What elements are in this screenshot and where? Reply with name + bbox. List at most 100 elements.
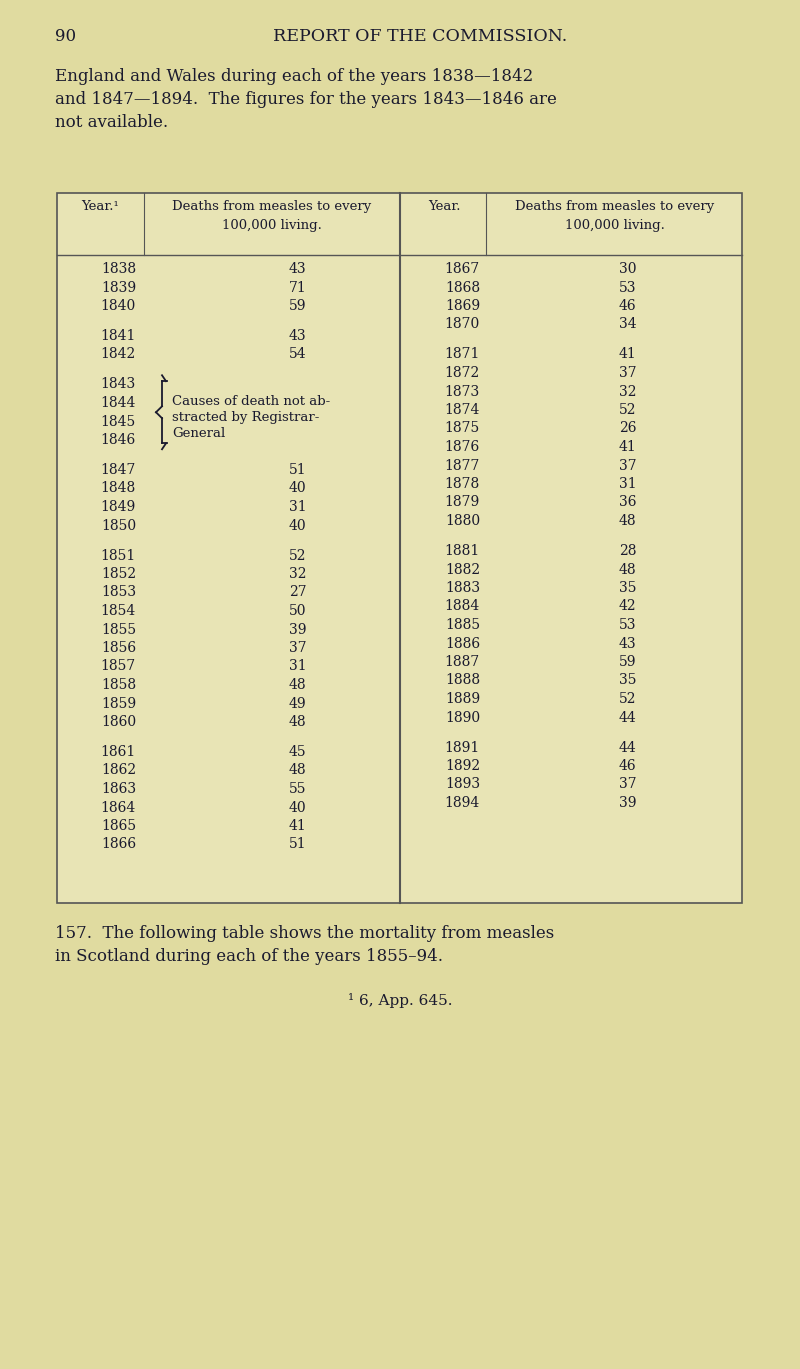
Text: 36: 36 — [619, 496, 637, 509]
Text: 1841: 1841 — [101, 329, 136, 344]
Text: 48: 48 — [289, 678, 306, 691]
Text: England and Wales during each of the years 1838—1842: England and Wales during each of the yea… — [55, 68, 534, 85]
Text: 1845: 1845 — [101, 415, 136, 428]
Text: 43: 43 — [289, 329, 306, 344]
Text: 1890: 1890 — [445, 711, 480, 724]
Text: 43: 43 — [289, 261, 306, 277]
Text: 31: 31 — [289, 660, 306, 674]
Text: 1881: 1881 — [445, 543, 480, 559]
Text: 1866: 1866 — [101, 838, 136, 852]
Text: 59: 59 — [619, 654, 637, 669]
Text: 49: 49 — [289, 697, 306, 711]
Text: 53: 53 — [619, 281, 637, 294]
Text: 1865: 1865 — [101, 819, 136, 832]
Text: 41: 41 — [619, 439, 637, 455]
Text: 1870: 1870 — [445, 318, 480, 331]
Text: 28: 28 — [619, 543, 637, 559]
Text: 1867: 1867 — [445, 261, 480, 277]
Text: 37: 37 — [289, 641, 306, 654]
Text: 1882: 1882 — [445, 563, 480, 576]
Text: 27: 27 — [289, 586, 306, 600]
Text: 40: 40 — [289, 519, 306, 533]
Text: 1862: 1862 — [101, 764, 136, 778]
Text: 42: 42 — [619, 600, 637, 613]
Text: 1855: 1855 — [101, 623, 136, 637]
Bar — [57, 193, 742, 904]
Text: 35: 35 — [619, 580, 637, 596]
Text: 1884: 1884 — [445, 600, 480, 613]
Text: 51: 51 — [289, 838, 306, 852]
Text: 44: 44 — [619, 711, 637, 724]
Text: 1863: 1863 — [101, 782, 136, 795]
Text: and 1847—1894.  The figures for the years 1843—1846 are: and 1847—1894. The figures for the years… — [55, 90, 557, 108]
Text: 1858: 1858 — [101, 678, 136, 691]
Text: 1848: 1848 — [101, 482, 136, 496]
Text: 1844: 1844 — [101, 396, 136, 409]
Text: 1889: 1889 — [445, 691, 480, 706]
Text: 1872: 1872 — [445, 366, 480, 381]
Text: Year.: Year. — [428, 200, 460, 214]
Text: 1852: 1852 — [101, 567, 136, 580]
Text: 1861: 1861 — [101, 745, 136, 758]
Text: 1879: 1879 — [445, 496, 480, 509]
Text: 1850: 1850 — [101, 519, 136, 533]
Text: 1873: 1873 — [445, 385, 480, 398]
Text: 1887: 1887 — [445, 654, 480, 669]
Text: 34: 34 — [619, 318, 637, 331]
Text: 1869: 1869 — [445, 298, 480, 314]
Text: Deaths from measles to every
100,000 living.: Deaths from measles to every 100,000 liv… — [172, 200, 372, 231]
Text: 1874: 1874 — [445, 402, 480, 418]
Text: ¹ 6, App. 645.: ¹ 6, App. 645. — [348, 993, 452, 1008]
Text: 37: 37 — [619, 778, 637, 791]
Text: Year.¹: Year.¹ — [82, 200, 119, 214]
Text: Causes of death not ab-: Causes of death not ab- — [172, 396, 330, 408]
Text: 37: 37 — [619, 366, 637, 381]
Text: 51: 51 — [289, 463, 306, 476]
Text: 26: 26 — [619, 422, 637, 435]
Text: General: General — [172, 427, 226, 441]
Text: 90: 90 — [55, 27, 76, 45]
Text: 1840: 1840 — [101, 298, 136, 314]
Text: 1854: 1854 — [101, 604, 136, 617]
Text: 52: 52 — [619, 691, 637, 706]
Text: 54: 54 — [289, 348, 306, 361]
Text: 48: 48 — [619, 513, 637, 528]
Text: 59: 59 — [289, 298, 306, 314]
Text: 1880: 1880 — [445, 513, 480, 528]
Text: stracted by Registrar-: stracted by Registrar- — [172, 411, 319, 424]
Text: not available.: not available. — [55, 114, 168, 131]
Text: 1868: 1868 — [445, 281, 480, 294]
Text: 45: 45 — [289, 745, 306, 758]
Text: 40: 40 — [289, 482, 306, 496]
Text: 30: 30 — [619, 261, 637, 277]
Text: 1888: 1888 — [445, 674, 480, 687]
Text: 1875: 1875 — [445, 422, 480, 435]
Text: 1877: 1877 — [445, 459, 480, 472]
Text: 1853: 1853 — [101, 586, 136, 600]
Text: 37: 37 — [619, 459, 637, 472]
Text: 1871: 1871 — [445, 348, 480, 361]
Text: 55: 55 — [289, 782, 306, 795]
Text: 157.  The following table shows the mortality from measles: 157. The following table shows the morta… — [55, 925, 554, 942]
Text: 1876: 1876 — [445, 439, 480, 455]
Text: 1893: 1893 — [445, 778, 480, 791]
Text: 1894: 1894 — [445, 795, 480, 810]
Text: 43: 43 — [619, 637, 637, 650]
Text: Deaths from measles to every
100,000 living.: Deaths from measles to every 100,000 liv… — [515, 200, 714, 231]
Text: 41: 41 — [619, 348, 637, 361]
Text: 39: 39 — [619, 795, 637, 810]
Text: 50: 50 — [289, 604, 306, 617]
Text: REPORT OF THE COMMISSION.: REPORT OF THE COMMISSION. — [273, 27, 567, 45]
Text: 1856: 1856 — [101, 641, 136, 654]
Text: 1842: 1842 — [101, 348, 136, 361]
Text: 32: 32 — [619, 385, 637, 398]
Text: 1891: 1891 — [445, 741, 480, 754]
Text: 1838: 1838 — [101, 261, 136, 277]
Text: 1859: 1859 — [101, 697, 136, 711]
Text: 40: 40 — [289, 801, 306, 815]
Text: 1847: 1847 — [101, 463, 136, 476]
Text: 1864: 1864 — [101, 801, 136, 815]
Text: 1851: 1851 — [101, 549, 136, 563]
Text: 1883: 1883 — [445, 580, 480, 596]
Text: 48: 48 — [289, 715, 306, 730]
